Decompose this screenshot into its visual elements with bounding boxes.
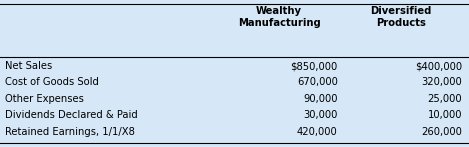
Text: 420,000: 420,000: [297, 127, 338, 137]
Text: Cost of Goods Sold: Cost of Goods Sold: [5, 77, 98, 87]
Text: Net Sales: Net Sales: [5, 61, 52, 71]
Text: Other Expenses: Other Expenses: [5, 94, 83, 104]
Text: 260,000: 260,000: [421, 127, 462, 137]
Text: 25,000: 25,000: [427, 94, 462, 104]
Text: 320,000: 320,000: [421, 77, 462, 87]
Text: 90,000: 90,000: [303, 94, 338, 104]
Text: 670,000: 670,000: [297, 77, 338, 87]
Text: 30,000: 30,000: [303, 110, 338, 120]
Text: Dividends Declared & Paid: Dividends Declared & Paid: [5, 110, 137, 120]
Text: $400,000: $400,000: [415, 61, 462, 71]
Text: Retained Earnings, 1/1/X8: Retained Earnings, 1/1/X8: [5, 127, 135, 137]
Text: Wealthy
Manufacturing: Wealthy Manufacturing: [238, 6, 320, 28]
Text: $850,000: $850,000: [290, 61, 338, 71]
Text: Diversified
Products: Diversified Products: [371, 6, 431, 28]
Text: 10,000: 10,000: [427, 110, 462, 120]
